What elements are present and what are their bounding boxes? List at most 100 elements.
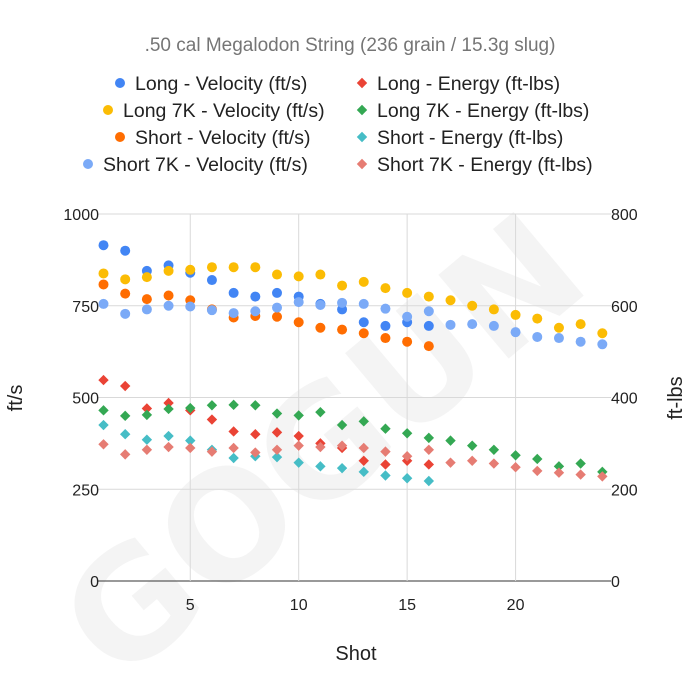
data-point xyxy=(185,442,196,454)
data-point xyxy=(228,442,239,454)
legend: Long - Velocity (ft/s) Long 7K - Velocity… xyxy=(83,73,593,176)
data-point xyxy=(293,297,304,308)
data-point xyxy=(358,455,369,467)
data-point xyxy=(380,423,391,434)
data-point xyxy=(119,380,131,392)
data-point xyxy=(380,333,391,344)
x-tick-label: 20 xyxy=(507,597,525,614)
data-point xyxy=(98,439,109,450)
data-point xyxy=(401,451,413,462)
data-point xyxy=(423,444,435,455)
data-point xyxy=(423,306,434,317)
data-point xyxy=(597,471,608,482)
data-point xyxy=(250,447,261,458)
data-point xyxy=(358,466,369,478)
legend-label: Short 7K - Velocity (ft/s) xyxy=(103,154,308,176)
data-point xyxy=(445,295,456,306)
data-point xyxy=(336,462,348,474)
data-point xyxy=(336,419,348,431)
y-tick-label-left: 1000 xyxy=(63,207,99,224)
data-point xyxy=(120,245,131,256)
data-point xyxy=(358,276,369,287)
legend-item-long-velocity-ft-s: Long - Velocity (ft/s) xyxy=(115,73,307,95)
legend-item-long-7k-energy-ft-lbs: Long 7K - Energy (ft-lbs) xyxy=(356,100,589,122)
data-point xyxy=(488,444,500,455)
data-point xyxy=(358,298,369,309)
data-point xyxy=(488,304,499,315)
data-point xyxy=(206,275,217,286)
data-point xyxy=(337,280,348,291)
data-point xyxy=(315,441,326,453)
y-tick-label-left: 500 xyxy=(72,391,99,408)
data-point xyxy=(206,262,217,273)
data-point xyxy=(163,300,174,311)
data-point xyxy=(141,294,152,305)
data-point xyxy=(272,287,283,298)
legend-label: Long - Velocity (ft/s) xyxy=(135,73,307,95)
data-point xyxy=(185,301,196,312)
tick-labels: 0 250 500 750 1000 0 200 400 600 800 5 10 15 20 xyxy=(63,207,637,614)
data-point xyxy=(250,306,261,317)
data-point xyxy=(575,319,586,330)
data-points xyxy=(98,240,608,487)
data-point xyxy=(228,287,239,298)
data-point xyxy=(120,308,131,319)
legend-label: Long - Energy (ft-lbs) xyxy=(377,73,560,95)
legend-marker-diamond xyxy=(356,131,368,143)
data-point xyxy=(293,271,304,282)
legend-marker-circle xyxy=(103,105,113,115)
data-point xyxy=(315,322,326,333)
legend-label: Short - Energy (ft-lbs) xyxy=(377,127,563,149)
y-tick-label-right: 600 xyxy=(611,299,638,316)
data-point xyxy=(553,467,565,478)
data-point xyxy=(250,429,261,440)
data-point xyxy=(119,449,131,460)
data-point xyxy=(185,402,196,414)
data-point xyxy=(337,324,348,335)
data-point xyxy=(423,320,434,331)
data-point xyxy=(119,429,131,440)
data-point xyxy=(358,442,369,454)
legend-item-long-7k-velocity-ft-s: Long 7K - Velocity (ft/s) xyxy=(103,100,325,122)
data-point xyxy=(467,319,478,330)
data-point xyxy=(423,291,434,302)
data-point xyxy=(120,274,131,285)
data-point xyxy=(510,450,521,461)
data-point xyxy=(228,308,239,319)
data-point xyxy=(206,305,217,316)
data-point xyxy=(141,409,153,421)
data-point xyxy=(532,331,543,342)
data-point xyxy=(423,459,435,470)
series-short-7k-energy-ft-lbs xyxy=(98,439,608,482)
data-point xyxy=(510,462,521,473)
data-point xyxy=(380,459,391,470)
data-point xyxy=(445,457,456,468)
data-point xyxy=(293,457,304,468)
data-point xyxy=(380,320,391,331)
legend-label: Short 7K - Energy (ft-lbs) xyxy=(377,154,593,176)
data-point xyxy=(271,408,283,419)
data-point xyxy=(358,328,369,339)
data-point xyxy=(401,428,413,439)
data-point xyxy=(141,304,152,315)
gridlines xyxy=(97,213,611,582)
legend-label: Short - Velocity (ft/s) xyxy=(135,127,311,149)
legend-item-short-velocity-ft-s: Short - Velocity (ft/s) xyxy=(115,127,311,149)
data-point xyxy=(98,405,109,416)
legend-label: Long 7K - Velocity (ft/s) xyxy=(123,100,325,122)
data-point xyxy=(315,461,326,472)
data-point xyxy=(228,426,239,437)
data-point xyxy=(402,311,413,322)
data-point xyxy=(315,269,326,280)
data-point xyxy=(488,458,500,469)
data-point xyxy=(597,328,608,339)
data-point xyxy=(488,320,499,331)
data-point xyxy=(423,475,435,487)
data-point xyxy=(163,290,174,301)
data-point xyxy=(380,470,391,481)
data-point xyxy=(293,430,304,442)
data-point xyxy=(532,465,543,477)
data-point xyxy=(250,262,261,273)
